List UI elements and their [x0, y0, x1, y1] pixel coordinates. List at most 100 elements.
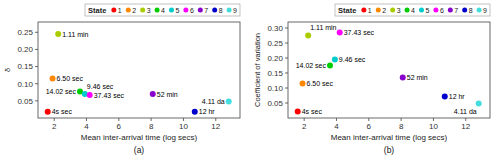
legend-marker — [419, 8, 424, 13]
point-label: 9.46 sec — [87, 83, 114, 90]
x-tick-label: 8 — [399, 122, 404, 131]
y-tick — [35, 83, 38, 84]
point — [50, 76, 56, 82]
point-label: 52 min — [157, 91, 178, 98]
x-tick — [401, 118, 402, 121]
legend-marker — [198, 8, 203, 13]
y-axis-label: Coefficient of variation — [253, 33, 262, 107]
legend-entry: 4 — [411, 7, 415, 14]
legend-entry: 8 — [469, 7, 473, 14]
y-axis-label: δ — [3, 68, 12, 72]
point-label: 4s sec — [52, 108, 73, 115]
point-label: 14.02 sec — [46, 88, 77, 95]
chart-title: (b) — [384, 145, 395, 155]
x-axis-label: Mean inter-arrival time (log secs) — [331, 133, 448, 142]
point-label: 6.50 sec — [307, 80, 334, 87]
point-label: 6.50 sec — [57, 75, 84, 82]
chart-title: (a) — [134, 145, 145, 155]
y-tick — [35, 32, 38, 33]
y-tick-label: 0.15 — [267, 69, 283, 78]
y-tick-label: 0.10 — [267, 84, 283, 93]
point — [337, 30, 343, 36]
y-tick-label: 0.30 — [267, 24, 283, 33]
y-tick — [35, 100, 38, 101]
y-tick-label: 0.20 — [17, 45, 33, 54]
x-tick — [368, 118, 369, 121]
point-label: 12 hr — [199, 108, 216, 115]
x-tick — [433, 118, 434, 121]
y-tick — [285, 43, 288, 44]
point-label: 14.02 sec — [296, 62, 327, 69]
x-tick-label: 12 — [211, 122, 220, 131]
point — [305, 33, 311, 39]
legend-marker — [448, 8, 453, 13]
legend-entry: 9 — [483, 7, 487, 14]
x-tick-label: 2 — [302, 122, 307, 131]
legend-marker — [227, 8, 232, 13]
y-tick — [35, 66, 38, 67]
legend: State 1 2 3 4 5 6 7 8 9 — [335, 4, 490, 16]
point — [300, 81, 306, 87]
marks — [295, 30, 482, 115]
x-tick-label: 6 — [367, 122, 372, 131]
legend-entry: 3 — [397, 7, 401, 14]
point-label: 12 hr — [449, 93, 466, 100]
x-tick-label: 12 — [461, 122, 470, 131]
legend-marker — [477, 8, 482, 13]
legend-entry: 5 — [175, 7, 179, 14]
x-tick — [86, 118, 87, 121]
legend-entry: 2 — [132, 7, 136, 14]
y-tick — [285, 103, 288, 104]
point — [87, 92, 93, 98]
y-tick — [285, 73, 288, 74]
legend-frame — [335, 4, 490, 16]
y-tick — [285, 58, 288, 59]
point — [150, 91, 156, 97]
marks — [45, 31, 232, 115]
legend-marker — [433, 8, 438, 13]
legend-entry: 8 — [219, 7, 223, 14]
legend-entry: 2 — [382, 7, 386, 14]
legend-entry: 5 — [425, 7, 429, 14]
y-tick-label: 0.20 — [267, 54, 283, 63]
x-tick — [304, 118, 305, 121]
legend-marker — [462, 8, 467, 13]
legend-marker — [405, 8, 410, 13]
x-tick — [118, 118, 119, 121]
x-tick — [336, 118, 337, 121]
legend-title: State — [88, 6, 106, 15]
x-tick — [183, 118, 184, 121]
x-tick-label: 10 — [179, 122, 188, 131]
x-tick — [54, 118, 55, 121]
legend-entry: 7 — [454, 7, 458, 14]
x-tick-label: 4 — [334, 122, 339, 131]
y-tick-label: 0.05 — [267, 99, 283, 108]
point — [45, 109, 51, 115]
point-label: 4s sec — [302, 108, 323, 115]
point-label: 1.11 min — [310, 24, 336, 31]
x-tick — [151, 118, 152, 121]
subplot: 246810120.050.100.150.200.25Mean inter-a… — [3, 4, 240, 155]
legend-entry: 1 — [118, 7, 122, 14]
x-axis-label: Mean inter-arrival time (log secs) — [81, 133, 198, 142]
legend-title: State — [338, 6, 356, 15]
figure: 246810120.050.100.150.200.25Mean inter-a… — [0, 0, 500, 167]
legend-entry: 6 — [440, 7, 444, 14]
y-tick — [35, 49, 38, 50]
point — [192, 109, 198, 115]
legend-marker — [390, 8, 395, 13]
legend: State123456789 — [85, 4, 240, 16]
point — [226, 99, 232, 105]
legend-marker — [126, 8, 131, 13]
x-tick-label: 2 — [52, 122, 57, 131]
point — [55, 31, 61, 37]
legend-entry: 1 — [368, 7, 372, 14]
x-tick — [465, 118, 466, 121]
point-label: 4.11 da — [454, 108, 477, 115]
y-tick-label: 0.10 — [17, 80, 33, 89]
legend-entry: 3 — [147, 7, 151, 14]
x-tick-label: 8 — [149, 122, 154, 131]
y-tick-label: 0.25 — [17, 28, 33, 37]
legend-entry: 4 — [161, 7, 165, 14]
point — [295, 108, 301, 114]
